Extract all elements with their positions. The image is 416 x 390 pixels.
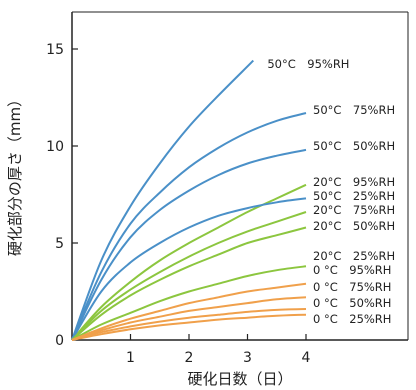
y-tick-label: 15 <box>46 42 64 58</box>
series-label: 20°C 50%RH <box>313 219 395 233</box>
x-tick-label: 1 <box>126 350 135 366</box>
x-tick-label: 2 <box>185 350 194 366</box>
series-line <box>71 197 307 341</box>
y-tick-label: 5 <box>55 236 64 252</box>
x-tick-label: 4 <box>302 350 311 366</box>
axes <box>71 11 409 341</box>
series-label: 0 °C 75%RH <box>313 280 391 294</box>
series-label: 50°C 75%RH <box>313 103 395 117</box>
series-line <box>71 148 307 341</box>
series-line <box>71 313 307 341</box>
x-axis-title: 硬化日数（日） <box>187 370 292 388</box>
series-label: 20°C 75%RH <box>313 203 395 217</box>
series-label: 20°C 25%RH <box>313 249 395 263</box>
series-line <box>71 112 307 341</box>
x-tick-label: 3 <box>243 350 252 366</box>
series-labels: 50°C 95%RH 50°C 75%RH 50°C 50%RH 20°C 95%RH… <box>267 57 395 326</box>
series-line <box>71 59 255 341</box>
y-axis-title: 硬化部分の厚さ（mm） <box>6 92 24 256</box>
series-line <box>71 183 307 341</box>
series-line <box>71 265 307 341</box>
series-line <box>71 308 307 341</box>
series-line <box>71 226 307 341</box>
series-line <box>71 282 307 341</box>
series-label: 0 °C 95%RH <box>313 263 391 277</box>
series-label: 50°C 25%RH <box>313 189 395 203</box>
series-line <box>71 211 307 341</box>
series-line <box>71 296 307 341</box>
series-label: 50°C 95%RH <box>267 57 349 71</box>
series-label: 0 °C 50%RH <box>313 296 391 310</box>
series-label: 0 °C 25%RH <box>313 312 391 326</box>
series-label: 20°C 95%RH <box>313 175 395 189</box>
y-ticks: 0 5 10 15 <box>46 42 78 349</box>
series-label: 50°C 50%RH <box>313 139 395 153</box>
y-tick-label: 10 <box>46 139 64 155</box>
series-lines <box>71 59 307 341</box>
y-tick-label: 0 <box>55 333 64 349</box>
x-ticks: 1 2 3 4 <box>126 334 311 366</box>
